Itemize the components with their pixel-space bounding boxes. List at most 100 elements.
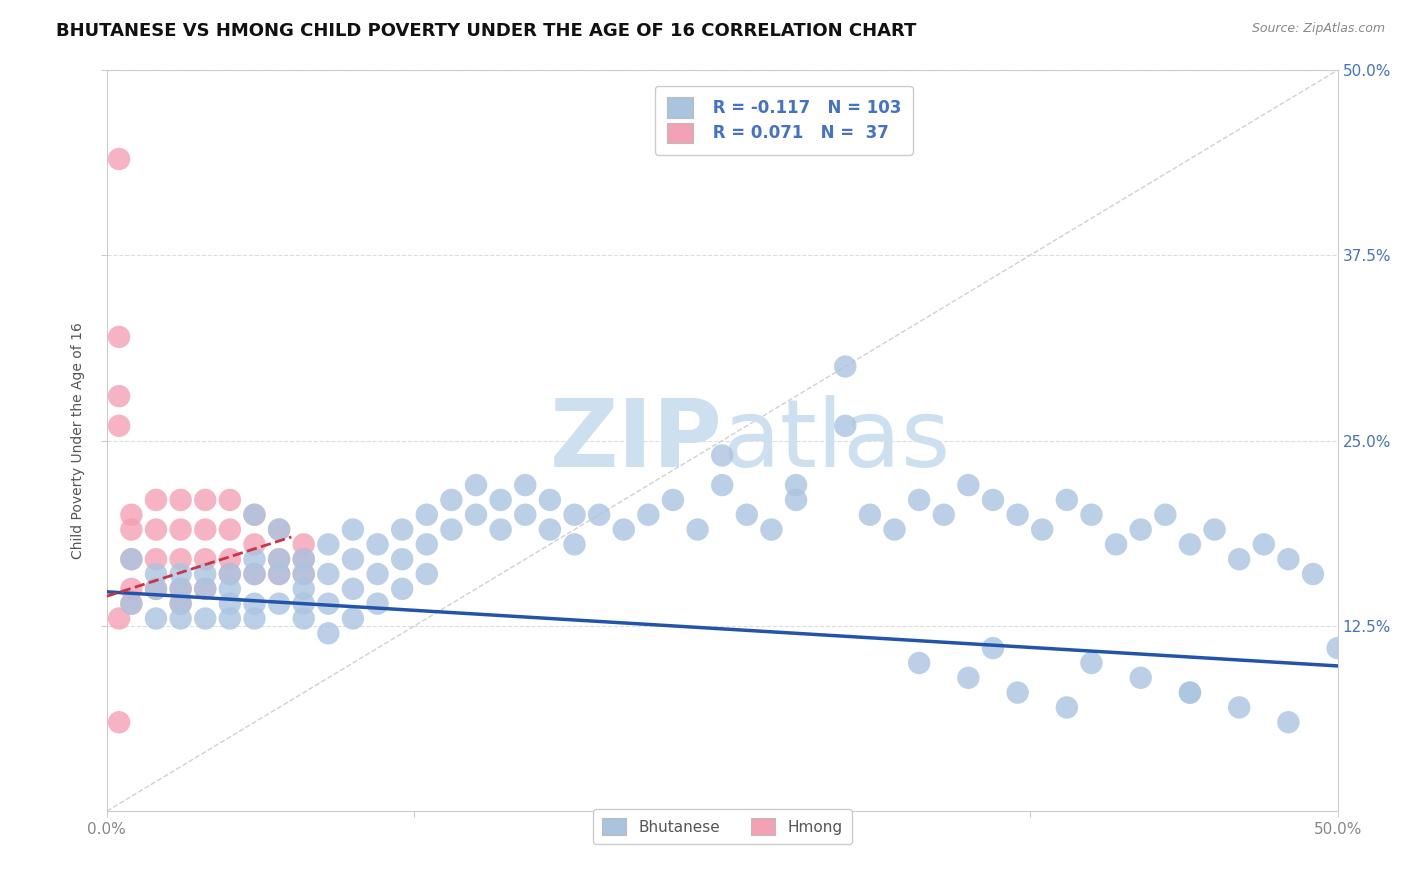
- Point: [785, 478, 807, 492]
- Point: [243, 508, 266, 522]
- Point: [108, 152, 131, 166]
- Point: [1007, 508, 1029, 522]
- Point: [292, 567, 315, 582]
- Point: [342, 582, 364, 596]
- Point: [564, 508, 586, 522]
- Point: [108, 418, 131, 433]
- Point: [834, 359, 856, 374]
- Point: [1129, 671, 1152, 685]
- Point: [169, 582, 191, 596]
- Point: [391, 552, 413, 566]
- Point: [711, 449, 734, 463]
- Point: [194, 611, 217, 625]
- Point: [957, 478, 980, 492]
- Point: [169, 552, 191, 566]
- Point: [108, 330, 131, 344]
- Point: [1204, 523, 1226, 537]
- Point: [218, 567, 240, 582]
- Point: [120, 523, 142, 537]
- Point: [243, 611, 266, 625]
- Point: [515, 508, 537, 522]
- Point: [120, 582, 142, 596]
- Point: [1154, 508, 1177, 522]
- Point: [194, 492, 217, 507]
- Point: [908, 656, 931, 670]
- Point: [318, 537, 340, 551]
- Point: [145, 582, 167, 596]
- Point: [318, 567, 340, 582]
- Point: [367, 597, 389, 611]
- Point: [145, 552, 167, 566]
- Point: [1178, 685, 1201, 699]
- Point: [243, 537, 266, 551]
- Point: [169, 582, 191, 596]
- Point: [267, 552, 290, 566]
- Point: [194, 523, 217, 537]
- Point: [932, 508, 955, 522]
- Point: [416, 537, 439, 551]
- Point: [1277, 715, 1299, 730]
- Point: [243, 552, 266, 566]
- Point: [834, 418, 856, 433]
- Point: [1129, 523, 1152, 537]
- Point: [1080, 508, 1102, 522]
- Point: [194, 582, 217, 596]
- Point: [1227, 700, 1250, 714]
- Point: [391, 582, 413, 596]
- Point: [292, 552, 315, 566]
- Point: [1277, 552, 1299, 566]
- Point: [145, 611, 167, 625]
- Point: [1056, 700, 1078, 714]
- Point: [120, 552, 142, 566]
- Point: [218, 552, 240, 566]
- Point: [1031, 523, 1053, 537]
- Point: [538, 492, 561, 507]
- Point: [194, 552, 217, 566]
- Point: [218, 523, 240, 537]
- Point: [440, 492, 463, 507]
- Point: [169, 597, 191, 611]
- Point: [169, 597, 191, 611]
- Point: [957, 671, 980, 685]
- Point: [108, 715, 131, 730]
- Point: [218, 582, 240, 596]
- Text: Source: ZipAtlas.com: Source: ZipAtlas.com: [1251, 22, 1385, 36]
- Point: [1056, 492, 1078, 507]
- Point: [318, 597, 340, 611]
- Point: [465, 478, 488, 492]
- Point: [120, 552, 142, 566]
- Point: [538, 523, 561, 537]
- Point: [1302, 567, 1324, 582]
- Point: [169, 567, 191, 582]
- Point: [1253, 537, 1275, 551]
- Point: [292, 582, 315, 596]
- Point: [342, 523, 364, 537]
- Point: [169, 523, 191, 537]
- Point: [145, 582, 167, 596]
- Point: [908, 492, 931, 507]
- Point: [218, 567, 240, 582]
- Point: [1326, 641, 1348, 656]
- Point: [981, 641, 1004, 656]
- Point: [637, 508, 659, 522]
- Point: [711, 478, 734, 492]
- Point: [120, 597, 142, 611]
- Point: [883, 523, 905, 537]
- Legend: Bhutanese, Hmong: Bhutanese, Hmong: [593, 809, 852, 845]
- Point: [243, 567, 266, 582]
- Point: [194, 582, 217, 596]
- Text: BHUTANESE VS HMONG CHILD POVERTY UNDER THE AGE OF 16 CORRELATION CHART: BHUTANESE VS HMONG CHILD POVERTY UNDER T…: [56, 22, 917, 40]
- Point: [267, 523, 290, 537]
- Point: [108, 389, 131, 403]
- Point: [342, 611, 364, 625]
- Point: [859, 508, 882, 522]
- Point: [391, 523, 413, 537]
- Point: [243, 508, 266, 522]
- Text: ZIP: ZIP: [550, 394, 723, 487]
- Point: [267, 523, 290, 537]
- Point: [564, 537, 586, 551]
- Point: [367, 567, 389, 582]
- Point: [1178, 537, 1201, 551]
- Point: [981, 492, 1004, 507]
- Point: [515, 478, 537, 492]
